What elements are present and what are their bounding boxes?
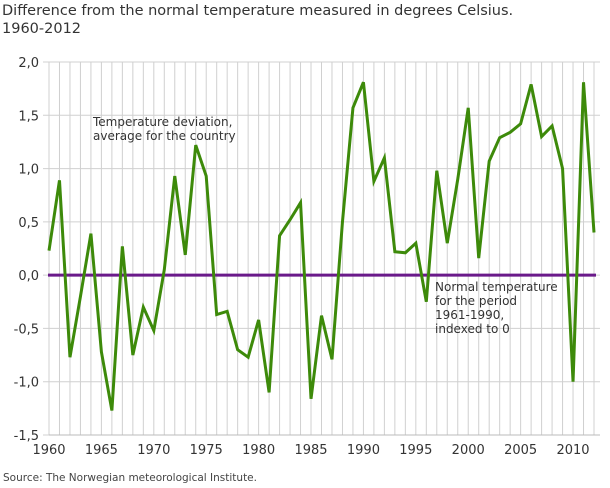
- x-tick-label: 1995: [399, 443, 432, 458]
- x-tick-label: 1985: [294, 443, 327, 458]
- y-tick-label: -0,5: [14, 322, 39, 337]
- y-tick-label: 0,0: [18, 269, 39, 284]
- annotation-text: Normal temperature: [435, 280, 558, 294]
- y-tick-label: 2,0: [18, 56, 39, 71]
- source-note: Source: The Norwegian meteorological Ins…: [3, 472, 257, 484]
- title-line-1: Difference from the normal temperature m…: [2, 3, 514, 19]
- chart-title: Difference from the normal temperature m…: [2, 2, 513, 38]
- x-tick-label: 1960: [32, 443, 65, 458]
- annotation-text: 1961-1990,: [435, 308, 504, 322]
- x-tick-label: 1965: [85, 443, 118, 458]
- x-tick-label: 2005: [504, 443, 537, 458]
- x-tick-label: 1980: [242, 443, 275, 458]
- annotation-text: indexed to 0: [435, 322, 510, 336]
- x-tick-label: 2010: [556, 443, 589, 458]
- y-tick-label: 1,0: [18, 163, 39, 178]
- x-tick-label: 1970: [137, 443, 170, 458]
- x-tick-label: 2000: [452, 443, 485, 458]
- x-tick-label: 1975: [190, 443, 223, 458]
- annotation-text: Temperature deviation,: [92, 115, 232, 129]
- annotation-text: for the period: [435, 294, 517, 308]
- title-line-2: 1960-2012: [2, 21, 82, 37]
- x-tick-label: 1990: [347, 443, 380, 458]
- y-tick-label: 1,5: [18, 109, 39, 124]
- annotation-text: average for the country: [93, 129, 236, 143]
- y-tick-label: 0,5: [18, 216, 39, 231]
- y-tick-label: -1,0: [14, 376, 39, 391]
- y-tick-label: -1,5: [14, 429, 39, 444]
